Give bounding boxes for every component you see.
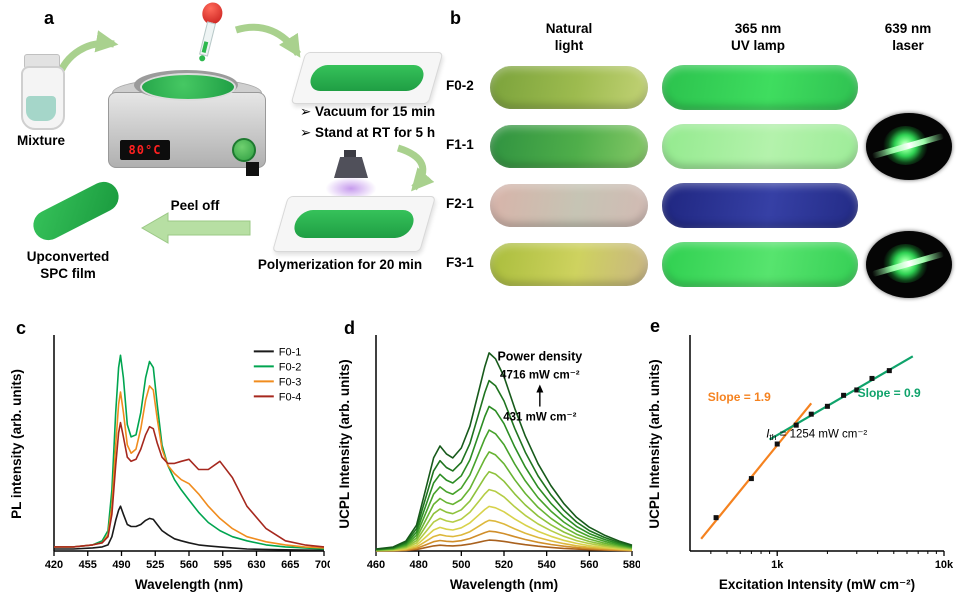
film-row-label: F0-2 (446, 78, 474, 93)
svg-text:10k: 10k (935, 559, 954, 571)
panel-d-label: d (344, 318, 355, 338)
svg-text:PL intensity (arb. units): PL intensity (arb. units) (9, 369, 24, 519)
uv-lamp-photo (662, 65, 858, 110)
vacuum-step-text: ➢ Vacuum for 15 min (300, 104, 436, 119)
header-line: light (554, 38, 584, 53)
header-line: Natural (545, 21, 593, 36)
header-natural-light: Natural light (499, 20, 639, 54)
natural-light-photo (490, 243, 648, 286)
film-slab-2 (271, 196, 437, 252)
svg-text:UCPL Intensity (arb. units): UCPL Intensity (arb. units) (337, 359, 352, 528)
svg-text:665: 665 (281, 559, 299, 571)
film-row-label: F2-1 (446, 196, 474, 211)
svg-text:Wavelength (nm): Wavelength (nm) (450, 577, 558, 592)
uv-lamp-photo (662, 124, 858, 169)
svg-text:Slope = 0.9: Slope = 0.9 (858, 386, 921, 400)
header-line: UV lamp (730, 38, 785, 53)
svg-text:F0-2: F0-2 (279, 361, 302, 373)
vial-body (21, 66, 65, 130)
svg-text:480: 480 (409, 559, 427, 571)
svg-text:700: 700 (315, 559, 330, 571)
svg-text:F0-4: F0-4 (279, 391, 302, 403)
svg-text:420: 420 (45, 559, 63, 571)
panel-e-label: e (650, 316, 661, 336)
green-film-on-slab (307, 65, 427, 91)
svg-text:Ith = 1254 mW cm⁻²: Ith = 1254 mW cm⁻² (766, 429, 867, 443)
dropper-drop (198, 54, 206, 62)
header-uv-lamp: 365 nm UV lamp (670, 20, 846, 54)
film-caption-line2: SPC film (40, 266, 96, 281)
svg-text:Excitation Intensity (mW cm⁻²): Excitation Intensity (mW cm⁻²) (719, 577, 915, 592)
svg-text:UCPL Intensity (arb. units): UCPL Intensity (arb. units) (647, 359, 662, 528)
svg-text:580: 580 (623, 559, 640, 571)
pl-spectra-chart: 420 455 490 525 560 595 630 665 700 Wavelength (n… (9, 335, 330, 592)
svg-text:455: 455 (79, 559, 97, 571)
laser-photo (866, 231, 952, 298)
arrow-down-to-polymerization (396, 144, 435, 192)
uv-curing-lamp (334, 157, 368, 178)
header-line: 365 nm (734, 21, 782, 36)
hotplate-switch (246, 162, 259, 176)
panel-c-label: c (16, 318, 27, 338)
natural-light-photo (490, 125, 648, 168)
svg-text:500: 500 (452, 559, 470, 571)
svg-text:431 mW cm⁻²: 431 mW cm⁻² (503, 412, 576, 424)
svg-text:520: 520 (495, 559, 513, 571)
svg-text:Wavelength (nm): Wavelength (nm) (135, 577, 243, 592)
header-laser: 639 nm laser (856, 20, 960, 54)
svg-text:630: 630 (247, 559, 265, 571)
uv-lamp-photo (662, 183, 858, 228)
svg-text:460: 460 (367, 559, 385, 571)
svg-text:Power density: Power density (497, 350, 582, 364)
polymerization-label: Polymerization for 20 min (257, 257, 423, 272)
svg-text:490: 490 (112, 559, 130, 571)
film-row-label: F1-1 (446, 137, 474, 152)
green-film-on-slab (290, 210, 418, 238)
arrow-vial-to-hotplate (54, 30, 119, 80)
film-caption-line1: Upconverted (26, 249, 110, 264)
svg-text:Slope = 1.9: Slope = 1.9 (708, 390, 771, 404)
peel-off-arrow (140, 212, 251, 244)
hotplate-dish-liquid (140, 73, 236, 101)
svg-text:560: 560 (580, 559, 598, 571)
mixture-label: Mixture (16, 133, 65, 148)
svg-text:F0-3: F0-3 (279, 376, 302, 388)
svg-text:560: 560 (180, 559, 198, 571)
vial-liquid (26, 96, 56, 121)
natural-light-photo (490, 66, 648, 109)
svg-text:1k: 1k (771, 559, 784, 571)
hotplate-display: 80°C (120, 140, 170, 160)
svg-text:F0-1: F0-1 (279, 346, 302, 358)
hotplate-knob (232, 138, 256, 162)
svg-text:525: 525 (146, 559, 164, 571)
ucpl-spectra-chart: 460 480 500 520 540 560 580 Wavelength (nm) UCPL… (337, 335, 640, 592)
header-line: laser (892, 38, 924, 53)
panel-b-label: b (450, 8, 461, 28)
uv-lamp-photo (662, 242, 858, 287)
natural-light-photo (490, 184, 648, 227)
film-row-label: F3-1 (446, 255, 474, 270)
power-dependence-chart: 1k 10k Excitation Intensity (mW cm⁻²) UCPL … (647, 335, 954, 592)
svg-text:540: 540 (537, 559, 555, 571)
header-line: 639 nm (884, 21, 932, 36)
arrow-hotplate-to-slab (234, 23, 301, 58)
film-slab-1 (290, 52, 444, 104)
stand-step-text: ➢ Stand at RT for 5 h (300, 125, 436, 140)
svg-text:4716 mW cm⁻²: 4716 mW cm⁻² (500, 370, 580, 382)
svg-text:595: 595 (214, 559, 232, 571)
peel-off-label: Peel off (170, 198, 220, 213)
uv-lamp-stem (344, 150, 356, 158)
panel-a-label: a (44, 8, 55, 28)
laser-photo (866, 113, 952, 180)
uv-light-glow (326, 177, 376, 200)
